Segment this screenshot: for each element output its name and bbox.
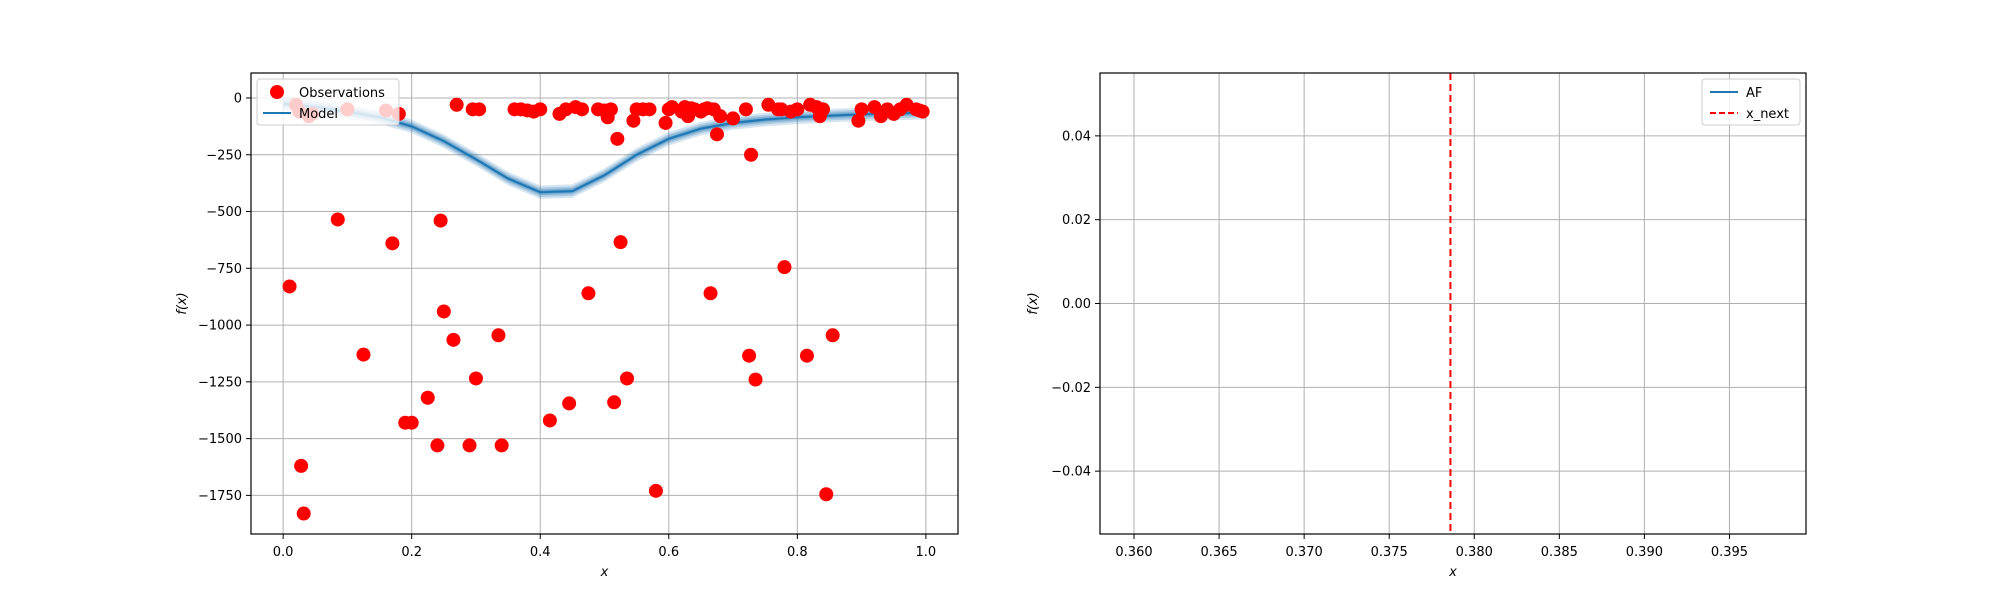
legend-box bbox=[256, 78, 400, 126]
observation-point bbox=[533, 102, 548, 117]
observation-point bbox=[404, 415, 419, 430]
observation-point bbox=[294, 458, 309, 473]
observation-point bbox=[494, 438, 509, 453]
observation-point bbox=[713, 109, 728, 124]
y-tick-label: −1250 bbox=[198, 375, 242, 390]
observation-point bbox=[854, 102, 869, 117]
plot-frame bbox=[250, 72, 959, 535]
observation-point bbox=[738, 102, 753, 117]
observation-point bbox=[420, 390, 435, 405]
observation-point bbox=[648, 483, 663, 498]
x-axis-label: x bbox=[600, 565, 609, 580]
observation-point bbox=[613, 235, 628, 250]
y-axis-label: f(x) bbox=[175, 292, 190, 314]
observation-point bbox=[777, 260, 792, 275]
y-tick-label: 0.04 bbox=[1062, 129, 1091, 144]
observation-point bbox=[296, 506, 311, 521]
observation-point bbox=[433, 213, 448, 228]
observation-point bbox=[575, 102, 590, 117]
x-tick-label: 0.380 bbox=[1456, 545, 1493, 560]
observation-point bbox=[603, 102, 618, 117]
observation-point bbox=[562, 396, 577, 411]
x-tick-label: 0.0 bbox=[273, 545, 294, 560]
y-tick-label: −1500 bbox=[198, 432, 242, 447]
chart-left: 0.0 0.2 0.4 0.6 0.8 1.0 0 −250 −500 −750 −1000 −125… bbox=[175, 72, 959, 580]
observation-point bbox=[330, 212, 345, 227]
observation-point bbox=[472, 102, 487, 117]
observation-point bbox=[825, 328, 840, 343]
y-tick-label: −0.02 bbox=[1051, 381, 1091, 396]
observation-point bbox=[468, 371, 483, 386]
legend: AF x_next bbox=[1701, 78, 1801, 126]
observation-point bbox=[581, 286, 596, 301]
x-tick-label: 0.8 bbox=[787, 545, 808, 560]
x-tick-label: 0.4 bbox=[530, 545, 551, 560]
x-axis-label: x bbox=[1448, 565, 1457, 580]
observation-point bbox=[819, 487, 834, 502]
x-tick-label: 0.360 bbox=[1115, 545, 1152, 560]
observation-point bbox=[356, 347, 371, 362]
observation-point bbox=[915, 104, 930, 119]
legend-label-observations: Observations bbox=[299, 86, 385, 101]
observation-point bbox=[619, 371, 634, 386]
observation-point bbox=[610, 131, 625, 146]
observation-point bbox=[446, 332, 461, 347]
observation-point bbox=[851, 113, 866, 128]
legend-marker-observations bbox=[270, 85, 284, 99]
x-tick-label: 0.2 bbox=[401, 545, 422, 560]
observation-point bbox=[626, 113, 641, 128]
x-tick-label: 0.390 bbox=[1626, 545, 1663, 560]
y-axis-label: f(x) bbox=[1026, 292, 1041, 314]
observation-point bbox=[744, 147, 759, 162]
observation-point bbox=[385, 236, 400, 251]
model-layer bbox=[282, 96, 930, 521]
y-tick-label: −1000 bbox=[198, 319, 242, 334]
x-tick-label: 1.0 bbox=[916, 545, 937, 560]
y-tick-label: 0 bbox=[234, 91, 242, 106]
x-tick-label: 0.365 bbox=[1200, 545, 1237, 560]
observation-point bbox=[491, 328, 506, 343]
y-tick-label: 0.02 bbox=[1062, 213, 1091, 228]
observation-point bbox=[449, 97, 464, 112]
legend-box bbox=[1701, 78, 1801, 126]
legend-label-x-next: x_next bbox=[1746, 107, 1789, 122]
x-tick-label: 0.375 bbox=[1371, 545, 1408, 560]
observation-point bbox=[726, 111, 741, 126]
y-tick-label: −750 bbox=[206, 262, 242, 277]
observation-point bbox=[658, 115, 673, 130]
x-tick-label: 0.6 bbox=[658, 545, 679, 560]
y-tick-label: −0.04 bbox=[1051, 465, 1091, 480]
observation-point bbox=[799, 348, 814, 363]
observation-point bbox=[607, 395, 622, 410]
observation-point bbox=[748, 372, 763, 387]
observation-point bbox=[790, 102, 805, 117]
x-tick-label: 0.395 bbox=[1711, 545, 1748, 560]
observation-point bbox=[462, 438, 477, 453]
x-tick-label: 0.370 bbox=[1286, 545, 1323, 560]
y-tick-label: 0.00 bbox=[1062, 297, 1091, 312]
legend-label-model: Model bbox=[299, 107, 338, 122]
observation-point bbox=[436, 304, 451, 319]
observation-point bbox=[703, 286, 718, 301]
y-tick-label: −250 bbox=[206, 148, 242, 163]
observation-point bbox=[642, 102, 657, 117]
observation-point bbox=[816, 102, 831, 117]
legend-label-af: AF bbox=[1746, 86, 1762, 101]
y-tick-label: −500 bbox=[206, 205, 242, 220]
observation-point bbox=[542, 413, 557, 428]
x-tick-label: 0.385 bbox=[1541, 545, 1578, 560]
observation-point bbox=[430, 438, 445, 453]
model-confidence-band bbox=[283, 98, 926, 197]
chart-right: 0.360 0.365 0.370 0.375 0.380 0.385 0.390 0.395… bbox=[1026, 72, 1807, 580]
observation-point bbox=[742, 348, 757, 363]
observation-point bbox=[709, 127, 724, 142]
legend: Observations Model bbox=[256, 78, 400, 126]
observation-point bbox=[282, 279, 297, 294]
model-confidence-band bbox=[283, 96, 926, 200]
y-tick-label: −1750 bbox=[198, 489, 242, 504]
